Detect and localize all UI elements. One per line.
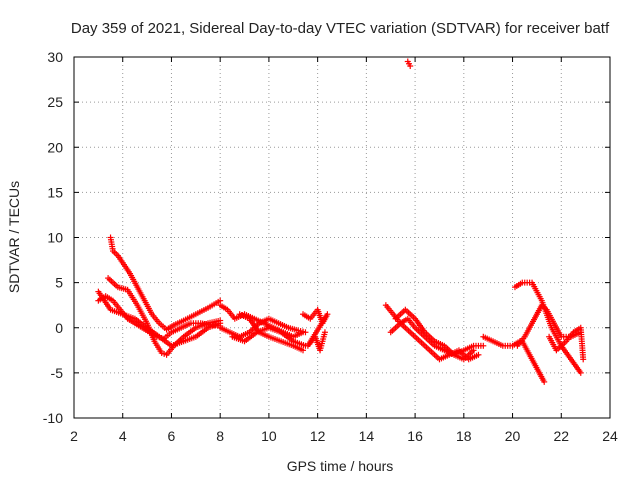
- y-tick-label: 20: [47, 139, 63, 155]
- x-tick-label: 8: [216, 428, 224, 444]
- y-tick-label: 5: [55, 275, 63, 291]
- x-axis-label: GPS time / hours: [287, 458, 394, 474]
- data-points: [95, 58, 587, 385]
- data-point: [302, 329, 309, 336]
- grid: [73, 56, 611, 419]
- x-tick-label: 16: [407, 428, 423, 444]
- x-tick-label: 24: [602, 428, 618, 444]
- y-tick-label: -10: [43, 410, 63, 426]
- data-point: [321, 329, 328, 336]
- y-tick-label: -5: [51, 365, 64, 381]
- y-tick-label: 25: [47, 94, 63, 110]
- data-point: [580, 356, 587, 363]
- y-axis-label: SDTVAR / TECUs: [6, 181, 22, 293]
- x-tick-label: 22: [553, 428, 569, 444]
- data-point: [407, 63, 414, 70]
- data-point: [541, 378, 548, 385]
- y-tick-label: 0: [55, 320, 63, 336]
- y-tick-label: 10: [47, 230, 63, 246]
- chart-title: Day 359 of 2021, Sidereal Day-to-day VTE…: [71, 20, 610, 37]
- y-tick-label: 30: [47, 49, 63, 65]
- data-point: [577, 369, 584, 376]
- data-point: [300, 347, 307, 354]
- x-tick-label: 6: [168, 428, 176, 444]
- data-point: [475, 351, 482, 358]
- x-tick-label: 18: [456, 428, 472, 444]
- x-tick-label: 12: [310, 428, 326, 444]
- data-point: [470, 347, 477, 354]
- data-point: [480, 342, 487, 349]
- plot-frame: [73, 56, 611, 419]
- x-tick-label: 20: [505, 428, 521, 444]
- x-tick-label: 2: [70, 428, 78, 444]
- x-tick-label: 10: [261, 428, 277, 444]
- x-tick-label: 4: [119, 428, 127, 444]
- x-tick-label: 14: [359, 428, 375, 444]
- y-tick-label: 15: [47, 184, 63, 200]
